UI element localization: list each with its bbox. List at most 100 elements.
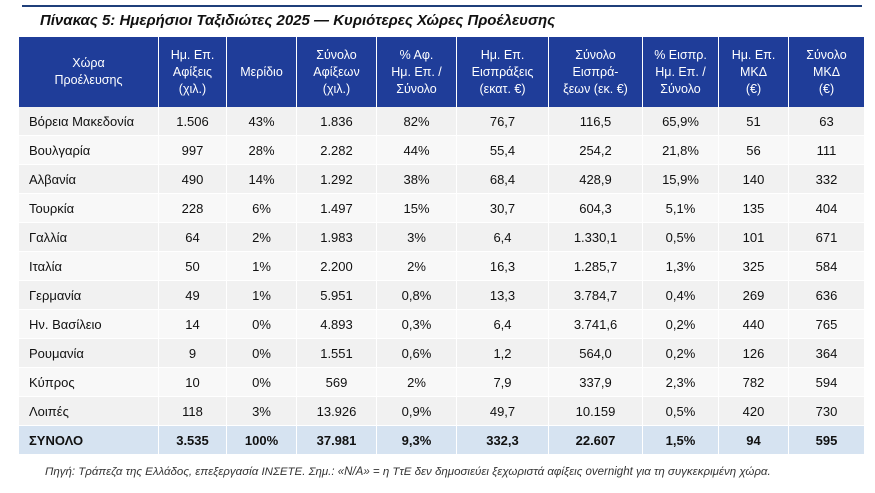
table-row: Γερμανία 49 1% 5.951 0,8% 13,3 3.784,7 0,4% 269 6… [19, 281, 864, 310]
country-cell: Λοιπές [19, 397, 159, 426]
value-cell: 76,7 [457, 107, 549, 136]
country-cell: Ρουμανία [19, 339, 159, 368]
table-title: Πίνακας 5: Ημερήσιοι Ταξιδιώτες 2025 — Κ… [40, 12, 556, 29]
value-cell: 1.497 [297, 194, 377, 223]
col-header-total-arrivals: Σύνολο Αφίξεων (χιλ.) [297, 37, 377, 107]
table-row: Λοιπές 118 3% 13.926 0,9% 49,7 10.159 0,5% 420 73… [19, 397, 864, 426]
col-header-day-arrivals: Ημ. Επ. Αφίξεις (χιλ.) [159, 37, 227, 107]
total-value-cell: 332,3 [457, 426, 549, 455]
table-row: Τουρκία 228 6% 1.497 15% 30,7 604,3 5,1% 135 404 [19, 194, 864, 223]
col-header-share: Μερίδιο [227, 37, 297, 107]
total-value-cell: 595 [789, 426, 864, 455]
value-cell: 51 [719, 107, 789, 136]
value-cell: 0,2% [643, 310, 719, 339]
value-cell: 2% [377, 368, 457, 397]
value-cell: 49,7 [457, 397, 549, 426]
value-cell: 0% [227, 310, 297, 339]
value-cell: 1.983 [297, 223, 377, 252]
value-cell: 765 [789, 310, 864, 339]
value-cell: 30,7 [457, 194, 549, 223]
value-cell: 730 [789, 397, 864, 426]
col-header-country: Χώρα Προέλευσης [19, 37, 159, 107]
value-cell: 3% [377, 223, 457, 252]
value-cell: 3.784,7 [549, 281, 643, 310]
country-cell: Γερμανία [19, 281, 159, 310]
value-cell: 55,4 [457, 136, 549, 165]
value-cell: 63 [789, 107, 864, 136]
value-cell: 269 [719, 281, 789, 310]
value-cell: 68,4 [457, 165, 549, 194]
value-cell: 21,8% [643, 136, 719, 165]
value-cell: 118 [159, 397, 227, 426]
value-cell: 1% [227, 281, 297, 310]
value-cell: 56 [719, 136, 789, 165]
value-cell: 0,4% [643, 281, 719, 310]
value-cell: 1.330,1 [549, 223, 643, 252]
value-cell: 16,3 [457, 252, 549, 281]
value-cell: 325 [719, 252, 789, 281]
value-cell: 228 [159, 194, 227, 223]
value-cell: 997 [159, 136, 227, 165]
table-row: Ην. Βασίλειο 14 0% 4.893 0,3% 6,4 3.741,6 0,2% 4… [19, 310, 864, 339]
value-cell: 440 [719, 310, 789, 339]
value-cell: 1.506 [159, 107, 227, 136]
value-cell: 782 [719, 368, 789, 397]
value-cell: 38% [377, 165, 457, 194]
value-cell: 65,9% [643, 107, 719, 136]
value-cell: 0,9% [377, 397, 457, 426]
table-row: Αλβανία 490 14% 1.292 38% 68,4 428,9 15,9% 140 33… [19, 165, 864, 194]
value-cell: 0% [227, 339, 297, 368]
value-cell: 13.926 [297, 397, 377, 426]
value-cell: 594 [789, 368, 864, 397]
country-cell: Τουρκία [19, 194, 159, 223]
value-cell: 1.292 [297, 165, 377, 194]
table-row: Βουλγαρία 997 28% 2.282 44% 55,4 254,2 21,8% 56 1… [19, 136, 864, 165]
value-cell: 428,9 [549, 165, 643, 194]
value-cell: 0,3% [377, 310, 457, 339]
value-cell: 564,0 [549, 339, 643, 368]
country-cell: Ιταλία [19, 252, 159, 281]
value-cell: 44% [377, 136, 457, 165]
value-cell: 82% [377, 107, 457, 136]
value-cell: 6,4 [457, 310, 549, 339]
value-cell: 135 [719, 194, 789, 223]
value-cell: 0,2% [643, 339, 719, 368]
col-header-arrivals-pct: % Αφ. Ημ. Επ. / Σύνολο [377, 37, 457, 107]
value-cell: 64 [159, 223, 227, 252]
value-cell: 140 [719, 165, 789, 194]
table-row: Ρουμανία 9 0% 1.551 0,6% 1,2 564,0 0,2% 126 364 [19, 339, 864, 368]
total-value-cell: 22.607 [549, 426, 643, 455]
value-cell: 14% [227, 165, 297, 194]
table-row: Γαλλία 64 2% 1.983 3% 6,4 1.330,1 0,5% 101 671 [19, 223, 864, 252]
table-row: Κύπρος 10 0% 569 2% 7,9 337,9 2,3% 782 594 [19, 368, 864, 397]
top-rule [22, 5, 862, 7]
value-cell: 28% [227, 136, 297, 165]
total-value-cell: 100% [227, 426, 297, 455]
value-cell: 2.200 [297, 252, 377, 281]
value-cell: 116,5 [549, 107, 643, 136]
value-cell: 490 [159, 165, 227, 194]
value-cell: 2,3% [643, 368, 719, 397]
col-header-day-receipts: Ημ. Επ. Εισπράξεις (εκατ. €) [457, 37, 549, 107]
value-cell: 6,4 [457, 223, 549, 252]
table-row: Ιταλία 50 1% 2.200 2% 16,3 1.285,7 1,3% 325 584 [19, 252, 864, 281]
country-cell: Γαλλία [19, 223, 159, 252]
value-cell: 10 [159, 368, 227, 397]
value-cell: 49 [159, 281, 227, 310]
value-cell: 14 [159, 310, 227, 339]
value-cell: 126 [719, 339, 789, 368]
value-cell: 15,9% [643, 165, 719, 194]
country-cell: Ην. Βασίλειο [19, 310, 159, 339]
value-cell: 0,8% [377, 281, 457, 310]
value-cell: 254,2 [549, 136, 643, 165]
value-cell: 1.285,7 [549, 252, 643, 281]
value-cell: 337,9 [549, 368, 643, 397]
value-cell: 2% [377, 252, 457, 281]
country-cell: Βουλγαρία [19, 136, 159, 165]
value-cell: 364 [789, 339, 864, 368]
value-cell: 1,3% [643, 252, 719, 281]
value-cell: 569 [297, 368, 377, 397]
value-cell: 2% [227, 223, 297, 252]
col-header-total-receipts: Σύνολο Εισπρά- ξεων (εκ. €) [549, 37, 643, 107]
value-cell: 3.741,6 [549, 310, 643, 339]
